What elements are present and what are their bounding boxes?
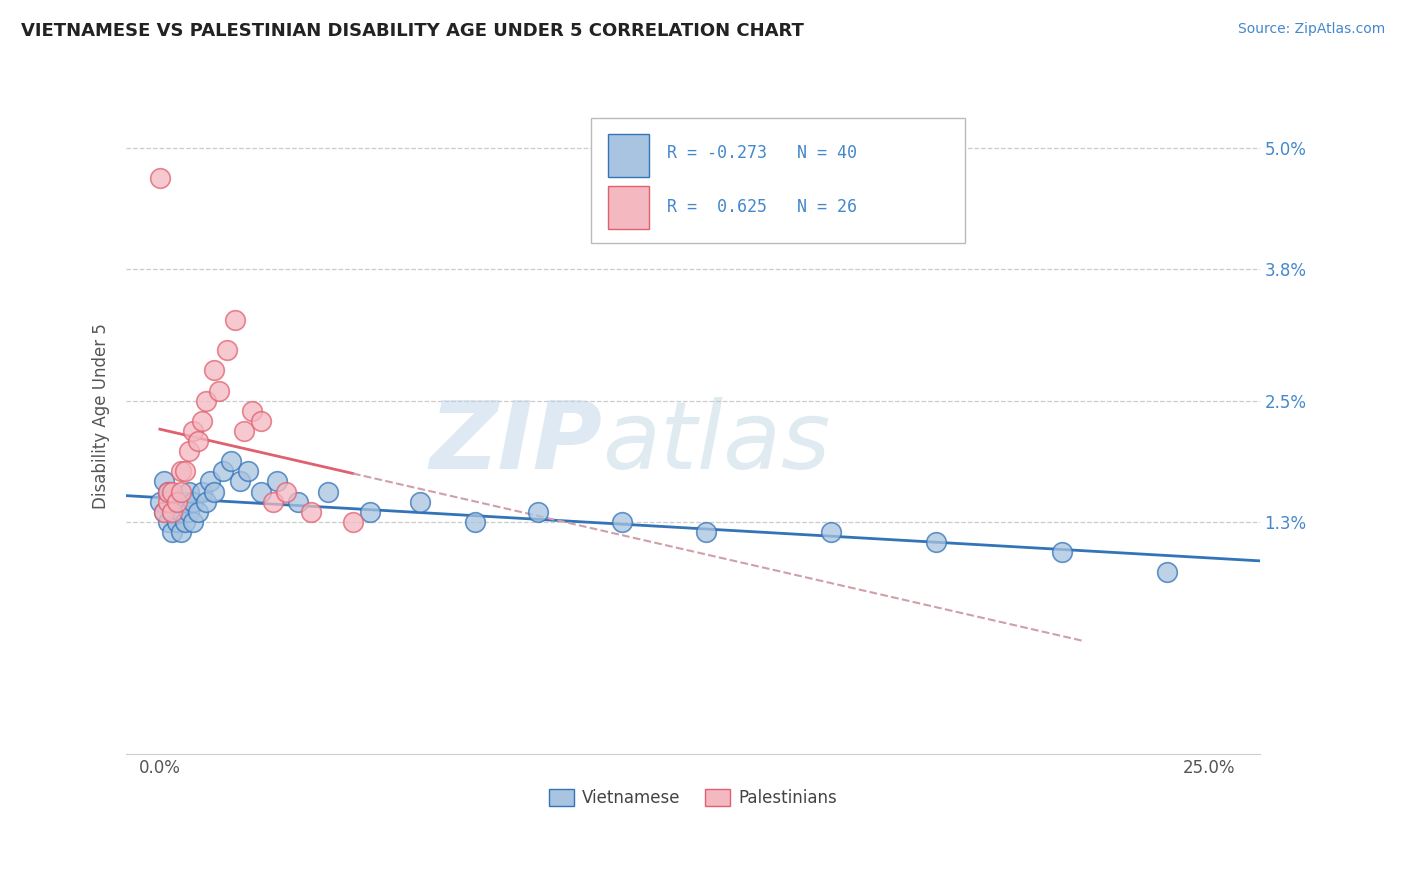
Point (204, 363, 226, 377)
Point (170, 484, 193, 499)
Point (162, 524, 184, 539)
Point (316, 484, 339, 499)
Point (219, 454, 242, 468)
FancyBboxPatch shape (607, 186, 648, 229)
Point (179, 444, 201, 458)
Text: VIETNAMESE VS PALESTINIAN DISABILITY AGE UNDER 5 CORRELATION CHART: VIETNAMESE VS PALESTINIAN DISABILITY AGE… (21, 22, 804, 40)
Text: ZIP: ZIP (429, 397, 602, 489)
Legend: Vietnamese, Palestinians: Vietnamese, Palestinians (541, 782, 844, 814)
Point (215, 343, 238, 358)
Point (204, 484, 226, 499)
Point (153, 505, 176, 519)
Point (224, 313, 246, 327)
Point (170, 524, 193, 539)
Point (170, 505, 193, 519)
Point (1156, 566, 1178, 580)
Point (266, 475, 288, 489)
Point (170, 464, 193, 478)
Text: Source: ZipAtlas.com: Source: ZipAtlas.com (1237, 22, 1385, 37)
Point (166, 494, 188, 508)
Point (342, 515, 364, 529)
Point (211, 464, 233, 478)
Point (149, 171, 172, 186)
Point (157, 515, 180, 529)
Point (240, 404, 263, 418)
Point (526, 505, 548, 519)
Point (610, 515, 633, 529)
Point (174, 515, 197, 529)
Point (236, 464, 259, 478)
Point (187, 505, 209, 519)
Point (191, 484, 214, 499)
Point (195, 494, 218, 508)
Point (299, 505, 322, 519)
Point (183, 494, 205, 508)
Point (174, 464, 197, 478)
Point (464, 515, 486, 529)
Point (162, 505, 184, 519)
Point (249, 414, 271, 428)
Point (262, 494, 284, 508)
Point (1052, 545, 1074, 559)
Point (183, 424, 205, 438)
Point (166, 494, 188, 508)
Point (179, 505, 201, 519)
Point (274, 484, 297, 499)
Point (359, 505, 381, 519)
Point (249, 484, 271, 499)
Point (208, 384, 231, 398)
Point (695, 524, 717, 539)
Point (228, 475, 250, 489)
Point (162, 484, 184, 499)
Point (195, 393, 218, 408)
Point (200, 475, 222, 489)
Point (174, 494, 197, 508)
Y-axis label: Disability Age Under 5: Disability Age Under 5 (93, 323, 110, 508)
Point (187, 434, 209, 448)
Point (409, 494, 432, 508)
Text: R =  0.625   N = 26: R = 0.625 N = 26 (666, 198, 856, 217)
Point (153, 505, 176, 519)
Point (183, 515, 205, 529)
Text: R = -0.273   N = 40: R = -0.273 N = 40 (666, 145, 856, 162)
Point (925, 535, 948, 549)
Point (820, 524, 842, 539)
Point (157, 484, 180, 499)
Text: atlas: atlas (602, 398, 831, 489)
Point (157, 484, 180, 499)
Point (179, 484, 201, 499)
Point (162, 505, 184, 519)
Point (287, 494, 309, 508)
Point (153, 475, 176, 489)
Point (232, 424, 254, 438)
Point (157, 494, 180, 508)
Point (191, 414, 214, 428)
FancyBboxPatch shape (607, 134, 648, 177)
Point (166, 515, 188, 529)
Point (149, 494, 172, 508)
FancyBboxPatch shape (591, 118, 965, 244)
